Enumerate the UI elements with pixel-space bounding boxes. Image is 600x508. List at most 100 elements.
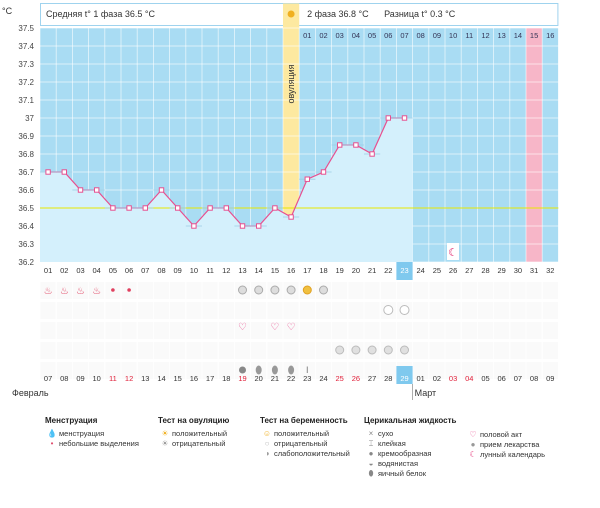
ovulation-negative-mark bbox=[286, 285, 296, 295]
spotting-mark bbox=[127, 288, 131, 292]
temperature-point bbox=[61, 169, 67, 175]
legend-pregnancy-title: Тест на беременность bbox=[260, 416, 348, 425]
legend-ovulation-positive: положительный bbox=[172, 429, 228, 438]
symbol-cell bbox=[315, 362, 332, 379]
date-label: 04 bbox=[465, 374, 473, 383]
temperature-point bbox=[77, 187, 84, 193]
symbol-cell bbox=[348, 282, 364, 299]
medication-mark bbox=[367, 345, 377, 355]
symbol-cell bbox=[40, 282, 56, 299]
top-day-label: 15 bbox=[530, 31, 538, 40]
smile-positive-icon: ☺ bbox=[262, 429, 272, 438]
cycle-day-label: 04 bbox=[93, 266, 101, 275]
date-label: 03 bbox=[449, 374, 457, 383]
symbol-cell bbox=[380, 322, 396, 339]
symbol-cell bbox=[218, 322, 234, 339]
cycle-day-label: 23 bbox=[400, 266, 408, 275]
symbol-cell bbox=[283, 302, 299, 319]
date-label: 17 bbox=[206, 374, 214, 383]
temperature-area bbox=[40, 118, 413, 262]
cycle-day-label: 13 bbox=[238, 266, 246, 275]
symbol-cell bbox=[510, 362, 526, 379]
legend-medication: прием лекарства bbox=[480, 440, 540, 449]
cycle-day-label: 32 bbox=[546, 266, 554, 275]
symbol-cell bbox=[202, 362, 218, 379]
symbol-cell bbox=[56, 362, 72, 379]
symbol-cell bbox=[380, 282, 396, 299]
top-day-label: 11 bbox=[465, 31, 473, 40]
date-label: 18 bbox=[222, 374, 230, 383]
highlighted-day-column bbox=[526, 28, 543, 262]
symbol-cell bbox=[461, 342, 477, 359]
symbol-cell bbox=[445, 362, 461, 379]
symbol-cell bbox=[218, 362, 234, 379]
half-circle-icon: ◑ bbox=[264, 449, 270, 458]
heart-icon: ♡ bbox=[469, 430, 477, 439]
top-day-label: 12 bbox=[481, 31, 489, 40]
top-day-label: 08 bbox=[417, 31, 425, 40]
legend-cervical-eggwhite: яичный белок bbox=[378, 469, 427, 478]
top-day-label: 09 bbox=[433, 31, 441, 40]
eggwhite-icon: ⬮ bbox=[368, 469, 374, 478]
y-tick-label: 37.5 bbox=[18, 24, 34, 33]
temperature-point bbox=[94, 187, 100, 193]
symbol-cell bbox=[396, 282, 413, 299]
medication-mark bbox=[383, 345, 393, 355]
symbol-cell bbox=[510, 302, 526, 319]
symbol-cell bbox=[153, 302, 170, 319]
symbol-cell bbox=[429, 342, 445, 359]
symbol-cell bbox=[72, 302, 89, 319]
y-tick-label: 37 bbox=[25, 114, 34, 123]
symbol-cell bbox=[251, 322, 267, 339]
temperature-point bbox=[126, 205, 132, 211]
symbol-cell bbox=[542, 362, 558, 379]
symbol-cell bbox=[542, 302, 558, 319]
month-label-march: Март bbox=[415, 388, 437, 398]
symbol-cell bbox=[56, 322, 72, 339]
menstruation-mark: ♨ bbox=[76, 286, 85, 297]
watery-icon: ◒ bbox=[368, 459, 374, 468]
legend-cervical-sticky: клейкая bbox=[378, 439, 406, 448]
symbol-cell bbox=[332, 282, 348, 299]
cycle-day-label: 22 bbox=[384, 266, 392, 275]
symbol-cell bbox=[202, 342, 218, 359]
cycle-day-label: 07 bbox=[141, 266, 149, 275]
cycle-day-label: 18 bbox=[319, 266, 327, 275]
date-label: 24 bbox=[319, 374, 327, 383]
symbol-cell bbox=[89, 282, 105, 299]
date-label: 22 bbox=[287, 374, 295, 383]
symbol-cell bbox=[283, 322, 299, 339]
medication-mark bbox=[351, 345, 361, 355]
temperature-point bbox=[256, 223, 262, 229]
symbol-cell bbox=[202, 302, 218, 319]
symbol-cell bbox=[89, 342, 105, 359]
symbol-cell bbox=[251, 302, 267, 319]
temperature-point bbox=[337, 142, 343, 148]
month-label-february: Февраль bbox=[12, 388, 49, 398]
symbol-cell bbox=[510, 322, 526, 339]
temperature-difference: Разница t° 0.3 °C bbox=[384, 9, 456, 19]
symbol-cell bbox=[170, 282, 186, 299]
cycle-day-label: 06 bbox=[125, 266, 133, 275]
date-label: 06 bbox=[498, 374, 506, 383]
today-date-marker bbox=[396, 366, 413, 384]
symbol-cell bbox=[121, 322, 137, 339]
symbol-cell bbox=[299, 322, 315, 339]
symbol-cell bbox=[332, 362, 348, 379]
y-tick-label: 36.2 bbox=[18, 258, 34, 267]
symbol-cell bbox=[364, 362, 380, 379]
temperature-point bbox=[191, 223, 197, 229]
legend-intercourse: половой акт bbox=[480, 430, 523, 439]
y-tick-label: 36.6 bbox=[18, 186, 34, 195]
symbol-cell bbox=[105, 362, 121, 379]
dry-icon: × bbox=[368, 429, 374, 438]
drop-icon: • bbox=[50, 439, 54, 448]
legend-menstruation-item: менструация bbox=[59, 429, 105, 438]
symbol-cell bbox=[494, 342, 510, 359]
date-label: 07 bbox=[44, 374, 52, 383]
symbol-cell bbox=[186, 322, 202, 339]
symbol-cell bbox=[153, 362, 170, 379]
date-label: 21 bbox=[271, 374, 279, 383]
symbol-cell bbox=[105, 322, 121, 339]
cycle-day-label: 28 bbox=[481, 266, 489, 275]
